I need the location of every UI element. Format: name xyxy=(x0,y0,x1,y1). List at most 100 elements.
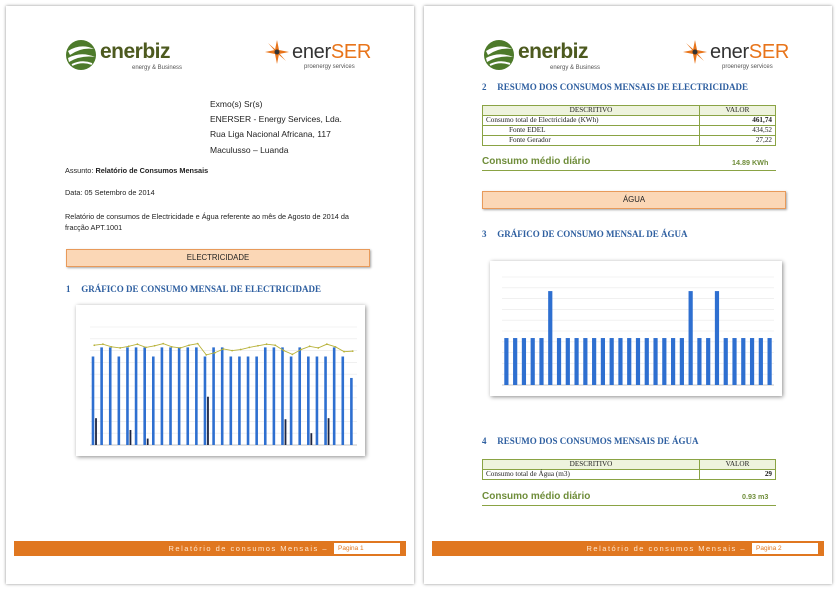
bar xyxy=(272,347,276,445)
enerser-logo: enerSER proenergy services xyxy=(264,39,394,79)
table-row: Consumo total de Água (m3) 29 xyxy=(482,469,776,480)
bar xyxy=(126,347,129,445)
bar xyxy=(151,356,155,445)
bar xyxy=(220,347,224,445)
enerser-tagline: proenergy services xyxy=(304,64,355,70)
bar xyxy=(129,429,132,445)
bar xyxy=(108,347,112,445)
enerser-tagline: proenergy services xyxy=(722,64,773,70)
report-page-1: enerbiz energy & Business enerSER proene… xyxy=(6,6,414,584)
section-1-heading: 1 GRÁFICO DE CONSUMO MENSAL DE ELECTRICI… xyxy=(66,284,321,294)
bar xyxy=(143,347,146,445)
bar xyxy=(100,347,103,445)
water-average-label: Consumo médio diário xyxy=(482,491,591,502)
bar xyxy=(688,291,693,385)
line-point xyxy=(170,345,173,348)
bar xyxy=(714,291,720,385)
bar xyxy=(350,377,353,445)
enerser-prefix: ener xyxy=(292,41,331,63)
address-line: Maculusso – Luanda xyxy=(210,144,289,155)
table-cell-value: 27,22 xyxy=(699,135,776,146)
recipient-address: Exmo(s) Sr(s) ENERSER - Energy Services,… xyxy=(210,97,342,158)
bar xyxy=(310,433,313,445)
line-point xyxy=(188,344,190,347)
line-point xyxy=(257,344,259,347)
description-line: fracção APT.1001 xyxy=(65,223,123,232)
line-point xyxy=(145,346,147,349)
bar xyxy=(749,338,755,385)
bar xyxy=(281,347,284,445)
bar xyxy=(95,418,97,445)
bar xyxy=(574,338,579,385)
line-point xyxy=(222,348,225,350)
table-header-row: DESCRITIVO VALOR xyxy=(482,105,776,116)
bar xyxy=(530,338,535,385)
bar xyxy=(609,338,614,385)
line-point xyxy=(213,351,216,354)
electricity-chart xyxy=(76,305,365,456)
enerbiz-logo: enerbiz energy & Business xyxy=(482,38,602,78)
bar xyxy=(207,396,209,445)
enerbiz-wordmark: enerbiz xyxy=(518,40,589,63)
electricity-banner: ELECTRICIDADE xyxy=(66,249,370,267)
line-point xyxy=(308,345,311,348)
line-point xyxy=(153,344,156,347)
table-cell-label: Consumo total de Electricidade (KWh) xyxy=(482,115,700,126)
electricity-average-value: 14.89 KWh xyxy=(732,158,769,167)
line-point xyxy=(248,346,251,349)
bar xyxy=(307,356,310,445)
bar xyxy=(146,438,149,445)
bar xyxy=(767,338,772,385)
bar xyxy=(238,356,241,445)
bar xyxy=(548,291,553,385)
description-line: Relatório de consumos de Electricidade e… xyxy=(65,212,349,221)
section-title: RESUMO DOS CONSUMOS MENSAIS DE ÁGUA xyxy=(497,436,699,446)
footer-text: Relatório de consumos Mensais – xyxy=(586,544,746,553)
divider xyxy=(482,170,776,171)
line-point xyxy=(196,342,199,345)
table-cell-value: 434,52 xyxy=(699,125,776,136)
line-point xyxy=(265,343,268,346)
line-point xyxy=(179,347,182,349)
enerser-burst-icon xyxy=(683,40,707,64)
bar xyxy=(229,356,233,445)
report-page-2: enerbiz energy & Business enerSER proene… xyxy=(424,6,832,584)
electricity-chart-svg xyxy=(90,326,357,446)
bar xyxy=(169,347,172,445)
line-point xyxy=(282,349,285,352)
bar xyxy=(246,356,250,445)
table-cell-label: Fonte EDEL xyxy=(482,125,700,136)
line-point xyxy=(300,348,302,351)
enerser-wordmark: enerSER xyxy=(292,41,371,64)
bar xyxy=(327,418,330,445)
table-cell-value: 461,74 xyxy=(699,115,776,126)
date-line: Data: 05 Setembro de 2014 xyxy=(65,188,155,197)
bar xyxy=(583,338,588,385)
address-line: Exmo(s) Sr(s) xyxy=(210,99,263,109)
bar xyxy=(298,347,302,445)
bar xyxy=(600,338,606,385)
bar xyxy=(556,338,562,385)
page-footer: Relatório de consumos Mensais – Pagina 2 xyxy=(432,541,824,556)
table-cell-label: Fonte Gerador xyxy=(482,135,700,146)
table-row: Fonte Gerador 27,22 xyxy=(482,135,776,146)
bar xyxy=(758,338,763,385)
line-point xyxy=(110,345,113,348)
bar xyxy=(203,356,207,445)
line-point xyxy=(239,348,242,351)
bar xyxy=(341,356,345,445)
bar xyxy=(565,338,570,385)
bar xyxy=(521,338,527,385)
bar xyxy=(732,338,737,385)
line-point xyxy=(317,347,320,349)
enerser-logo: enerSER proenergy services xyxy=(682,39,812,79)
bar xyxy=(618,338,623,385)
divider xyxy=(482,505,776,506)
page-number: Pagina 2 xyxy=(752,543,818,554)
section-number: 2 xyxy=(482,82,487,92)
page-footer: Relatório de consumos Mensais – Pagina 1 xyxy=(14,541,406,556)
table-header-valor: VALOR xyxy=(699,459,776,470)
section-number: 1 xyxy=(66,284,71,294)
bar xyxy=(212,347,215,445)
bar xyxy=(186,347,190,445)
